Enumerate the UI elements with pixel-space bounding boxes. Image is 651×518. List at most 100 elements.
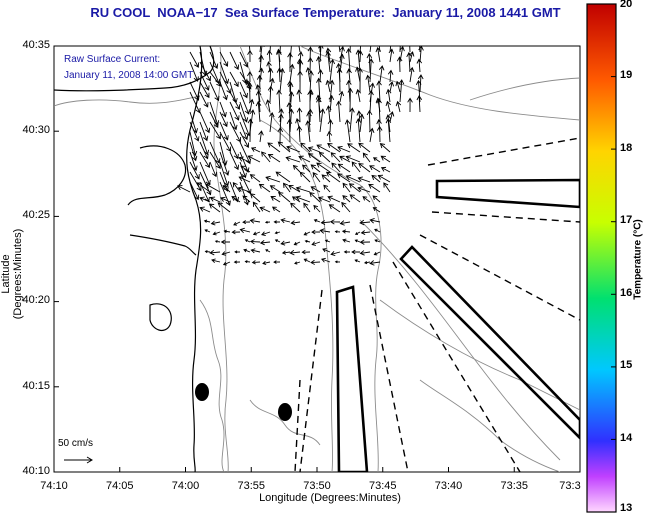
current-vector-arrow [279, 46, 281, 53]
scale-arrow [64, 456, 93, 464]
current-vector-arrow [328, 204, 341, 213]
current-vector-arrow [383, 182, 391, 193]
current-vector-arrow [229, 181, 239, 203]
beam-line-5 [369, 284, 409, 472]
current-vector-arrow [273, 220, 281, 224]
current-vector-arrow [294, 261, 301, 265]
current-vector-arrow [177, 185, 191, 193]
current-vector-arrow [388, 48, 395, 63]
current-vector-arrow [372, 207, 381, 213]
current-vector-arrow [358, 142, 371, 153]
current-vector-arrow [369, 46, 372, 53]
current-vector-arrow [221, 251, 231, 256]
current-vector-arrow [229, 141, 239, 160]
colorbar-tick-label: 15 [620, 359, 633, 371]
current-vector-arrow [229, 111, 238, 131]
contour-line-11 [54, 95, 201, 107]
current-vector-arrow [291, 196, 301, 203]
contour-line-5 [359, 219, 561, 461]
current-vector-arrow [325, 50, 331, 73]
current-vector-arrow [339, 53, 345, 73]
current-vector-arrow [355, 88, 362, 103]
contour-line-3 [299, 46, 580, 121]
current-vector-arrow [189, 141, 198, 162]
current-vector-arrow [189, 161, 200, 180]
current-vector-arrow [372, 195, 381, 203]
current-vectors [177, 46, 424, 266]
coastline-island [149, 303, 172, 332]
current-vector-arrow [267, 153, 281, 163]
current-vector-arrow [209, 81, 220, 102]
current-vector-arrow [209, 196, 221, 203]
current-vector-arrow [416, 58, 423, 73]
current-vector-arrow [199, 206, 211, 213]
current-vector-arrow [325, 171, 341, 183]
current-vector-arrow [316, 97, 322, 123]
current-vector-arrow [209, 249, 221, 256]
current-vector-arrow [338, 90, 345, 103]
x-tick-label: 73:35 [500, 480, 529, 492]
current-vector-arrow [229, 101, 240, 121]
current-vector-arrow [343, 250, 351, 254]
current-vector-arrow [351, 161, 361, 173]
current-vector-arrow [209, 111, 219, 129]
colorbar-tick-label: 20 [620, 0, 633, 10]
current-vector-arrow [209, 121, 221, 140]
x-tick-label: 73:55 [237, 480, 266, 492]
y-tick-label: 40:10 [22, 465, 50, 477]
current-vector-arrow [208, 203, 221, 213]
current-vector-arrow [220, 239, 231, 245]
current-vector-arrow [322, 248, 331, 253]
current-vector-arrow [266, 49, 273, 63]
current-vector-arrow [388, 111, 395, 123]
current-vector-arrow [199, 81, 210, 99]
current-vector-arrow [319, 46, 321, 53]
station-marker-1 [195, 383, 209, 401]
current-vector-arrow [244, 260, 251, 264]
current-vector-arrow [219, 111, 228, 128]
current-vector-arrow [369, 260, 381, 266]
current-vector-arrow [244, 239, 251, 243]
current-vector-arrow [283, 182, 291, 193]
current-vector-arrow [217, 202, 231, 213]
current-vector-arrow [313, 218, 321, 223]
current-vector-arrow [337, 173, 351, 183]
current-vector-arrow [376, 125, 383, 143]
current-vector-arrow [247, 118, 254, 143]
current-vector-arrow [247, 49, 253, 63]
current-vector-arrow [418, 46, 424, 63]
current-vector-arrow [337, 163, 351, 173]
current-vector-arrow [388, 81, 395, 93]
current-vector-arrow [199, 91, 209, 108]
current-vector-arrow [214, 240, 221, 243]
coastline-bay [127, 145, 187, 206]
current-vector-arrow [189, 181, 200, 201]
map-title: RU COOL NOAA−17 Sea Surface Temperature:… [90, 5, 561, 20]
coastline-harbor [54, 46, 215, 92]
current-vector-arrow [287, 52, 293, 73]
current-vector-arrow [274, 239, 281, 243]
current-vector-arrow [209, 51, 219, 69]
current-vector-arrow [296, 89, 302, 103]
current-vector-arrow [344, 119, 351, 143]
current-vector-arrow [205, 183, 221, 193]
current-vector-arrow [330, 251, 341, 257]
current-vector-arrow [313, 204, 321, 213]
current-vector-arrow [288, 91, 295, 113]
current-vector-arrow [277, 141, 291, 153]
current-vector-arrow [189, 51, 199, 68]
current-vector-arrow [290, 220, 301, 226]
current-vector-arrow [259, 46, 262, 53]
current-vector-arrow [264, 220, 271, 224]
radar-wedges [335, 178, 580, 472]
current-vector-arrow [329, 219, 341, 225]
current-vector-arrow [277, 126, 284, 143]
current-vector-arrow [307, 57, 314, 73]
current-vector-arrow [209, 161, 218, 178]
current-vector-arrow [371, 174, 381, 183]
current-vector-arrow [355, 118, 362, 143]
current-vector-arrow [239, 101, 249, 123]
colorbar [586, 3, 617, 513]
current-vector-arrow [398, 79, 405, 103]
